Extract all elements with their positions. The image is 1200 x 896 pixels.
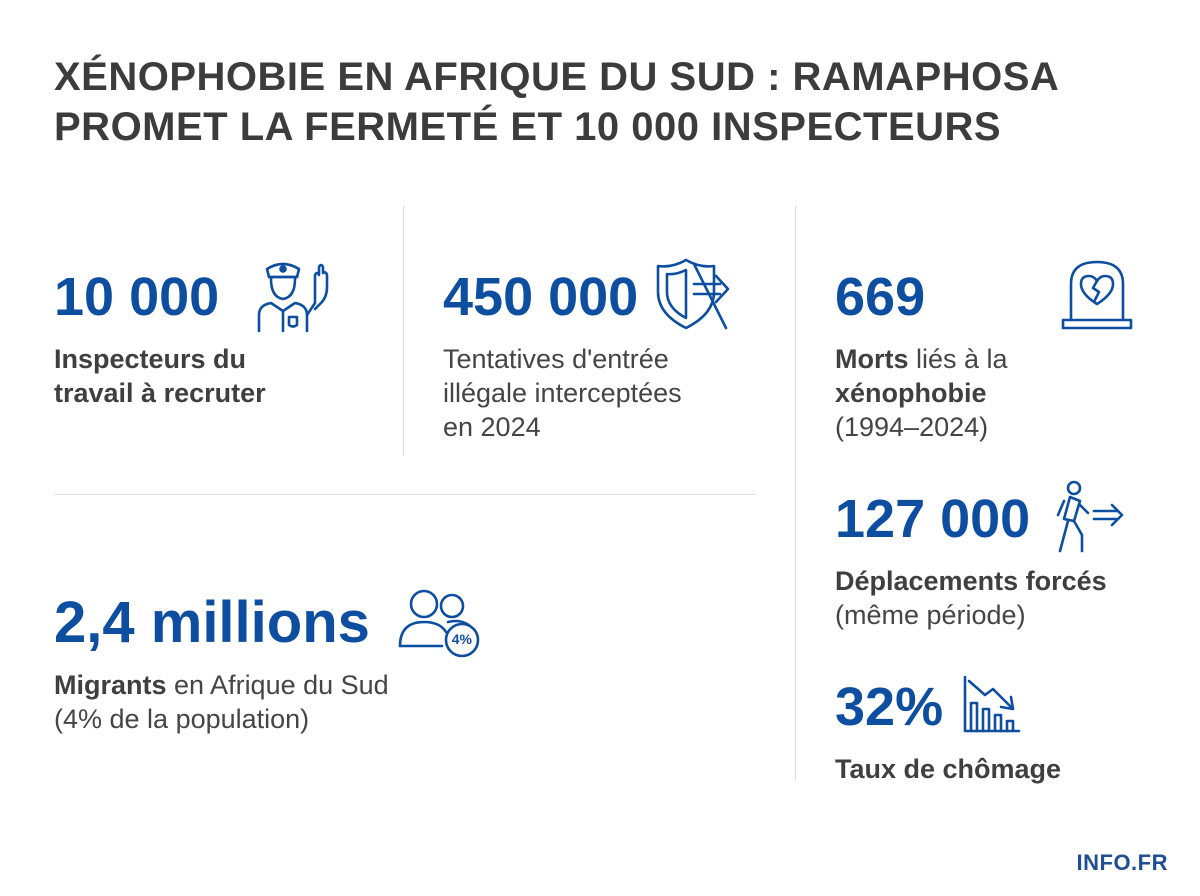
- stat-deaths: 669 Morts liés à la xénophobie (1994–202…: [835, 252, 1133, 444]
- desc-bold: Morts: [835, 344, 909, 374]
- tombstone-broken-heart-icon: [1061, 256, 1133, 332]
- stat-unemployment: 32% Taux de chômage: [835, 662, 1061, 786]
- desc-line: en 2024: [443, 412, 541, 442]
- title-line-2: PROMET LA FERMETÉ ET 10 000 INSPECTEURS: [54, 105, 1002, 149]
- stat-description: Migrants en Afrique du Sud (4% de la pop…: [54, 668, 484, 736]
- stat-migrants: 2,4 millions 4% Migrants en Afrique du S…: [54, 578, 484, 736]
- stat-displacements: 127 000 Déplacements forcés (même périod…: [835, 474, 1124, 632]
- walking-person-arrow-icon: [1050, 479, 1124, 555]
- stat-description: Taux de chômage: [835, 752, 1061, 786]
- desc-line: Inspecteurs du: [54, 344, 247, 374]
- page-title: XÉNOPHOBIE EN AFRIQUE DU SUD : RAMAPHOSA…: [54, 52, 1154, 152]
- desc-line: Taux de chômage: [835, 754, 1062, 784]
- stat-inspectors: 10 000 Inspecteurs du travail à recruter: [54, 252, 331, 410]
- stat-description: Déplacements forcés (même période): [835, 564, 1124, 632]
- column-divider-2: [795, 206, 796, 781]
- stat-value: 10 000: [54, 267, 220, 327]
- stat-value: 669: [835, 267, 926, 327]
- desc-line: Morts liés à la: [835, 342, 1133, 376]
- declining-chart-icon: [961, 673, 1023, 735]
- migrants-percent-badge: 4%: [451, 631, 472, 647]
- desc-line: Migrants en Afrique du Sud: [54, 668, 484, 702]
- desc-bold: Migrants: [54, 670, 167, 700]
- desc-line: (même période): [835, 600, 1026, 630]
- column-divider-1: [403, 206, 404, 456]
- desc-line: Déplacements forcés: [835, 566, 1107, 596]
- people-group-icon: 4%: [398, 584, 484, 658]
- desc-line: illégale interceptées: [443, 378, 682, 408]
- stat-description: Tentatives d'entrée illégale interceptée…: [443, 342, 734, 444]
- desc-rest: en Afrique du Sud: [166, 670, 389, 700]
- stat-value: 450 000: [443, 267, 639, 327]
- desc-line: travail à recruter: [54, 378, 266, 408]
- desc-line: (1994–2024): [835, 412, 989, 442]
- shield-arrow-icon: [654, 256, 734, 332]
- stat-value: 2,4 millions: [54, 590, 370, 655]
- stat-border-interceptions: 450 000 Tentatives d'entrée illégale int…: [443, 252, 734, 444]
- desc-line: xénophobie: [835, 378, 987, 408]
- police-officer-icon: [253, 257, 331, 333]
- title-line-1: XÉNOPHOBIE EN AFRIQUE DU SUD : RAMAPHOSA: [54, 55, 1060, 99]
- desc-rest: liés à la: [908, 344, 1008, 374]
- stat-value: 32%: [835, 677, 944, 737]
- brand-logo: INFO.FR: [1076, 850, 1168, 875]
- desc-line: Tentatives d'entrée: [443, 344, 669, 374]
- stat-value: 127 000: [835, 489, 1031, 549]
- desc-line: (4% de la population): [54, 704, 310, 734]
- stat-description: Inspecteurs du travail à recruter: [54, 342, 331, 410]
- row-divider: [54, 494, 756, 495]
- stat-description: Morts liés à la xénophobie (1994–2024): [835, 342, 1133, 444]
